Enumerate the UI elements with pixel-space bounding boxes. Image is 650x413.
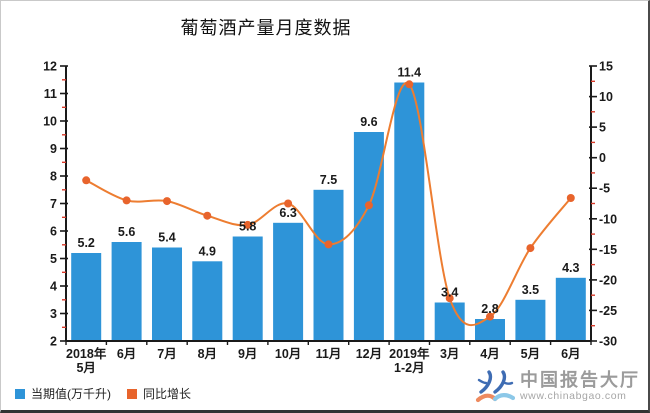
bar: [111, 242, 142, 341]
line-marker: [566, 194, 575, 202]
line-marker: [203, 211, 212, 220]
left-tick-label: 8: [50, 170, 57, 184]
line-marker: [82, 176, 91, 185]
bars-group: [71, 82, 586, 342]
bar-value-label: 11.4: [397, 66, 421, 80]
line-marker: [243, 220, 252, 229]
right-tick-label: -5: [599, 182, 610, 196]
bar: [71, 253, 102, 341]
bar-value-label: 4.3: [562, 261, 579, 275]
x-category-label: 9月: [238, 347, 257, 361]
right-tick-label: 5: [599, 121, 606, 135]
x-category-label: 1-2月: [394, 361, 425, 375]
chart-title: 葡萄酒产量月度数据: [180, 18, 352, 38]
x-category-label: 2018年: [66, 346, 107, 361]
x-category-label: 8月: [198, 347, 217, 361]
right-tick-label: 0: [599, 151, 606, 165]
line-marker: [324, 240, 333, 249]
bar-value-label: 4.9: [199, 244, 216, 258]
x-category-label: 12月: [356, 347, 382, 361]
watermark-text: 中国报告大厅 www.chinabgao.com: [520, 370, 640, 402]
line-marker: [122, 196, 131, 205]
bar-value-label: 6.3: [279, 206, 296, 220]
x-category-label: 5月: [521, 347, 540, 361]
right-tick-label: 10: [599, 90, 613, 104]
chart-legend: 当期值(万千升) 同比增长: [15, 385, 191, 402]
right-tick-label: -20: [599, 273, 617, 287]
bar: [313, 189, 344, 342]
legend-swatch-line-icon: [127, 388, 137, 399]
x-category-label: 3月: [440, 347, 459, 361]
left-tick-label: 6: [50, 225, 57, 239]
left-tick-label: 3: [50, 307, 57, 321]
x-category-label: 6月: [117, 347, 136, 361]
bar: [555, 277, 586, 342]
line-marker: [486, 312, 494, 321]
right-tick-label: -30: [599, 335, 617, 349]
bar: [515, 299, 546, 342]
bar-value-label: 5.6: [118, 225, 135, 239]
right-tick-label: -15: [599, 243, 617, 257]
labels-group: 5.2 5.6 5.4 4.9 5.8 6.3 7.5 9.6 11.4 3.4 2.8 3.5 4.3…: [43, 60, 617, 376]
line-marker: [405, 80, 414, 89]
bar: [232, 236, 263, 341]
left-tick-label: 10: [43, 115, 57, 129]
right-tick-label: -10: [599, 212, 617, 226]
line-marker: [163, 197, 171, 206]
left-tick-label: 4: [50, 280, 57, 294]
bar: [394, 82, 425, 341]
legend-label-current-value: 当期值(万千升): [31, 387, 111, 401]
line-marker: [284, 199, 293, 208]
bar-value-label: 9.6: [360, 115, 377, 129]
bar-value-label: 3.4: [441, 286, 458, 300]
bar-value-label: 5.8: [239, 220, 256, 234]
bar: [475, 319, 505, 341]
line-marker: [364, 201, 373, 210]
left-tick-label: 7: [50, 197, 57, 211]
bar-value-label: 2.8: [481, 302, 498, 316]
left-tick-label: 12: [43, 60, 57, 74]
x-category-label: 10月: [275, 347, 301, 361]
line-marker: [445, 294, 454, 303]
bar: [273, 222, 304, 342]
legend-item-current-value: 当期值(万千升): [15, 385, 111, 402]
x-category-label: 6月: [561, 347, 580, 361]
legend-label-yoy-growth: 同比增长: [143, 387, 192, 401]
line-series-group: [82, 80, 575, 327]
left-tick-label: 2: [50, 335, 57, 349]
bar: [434, 302, 465, 341]
x-category-label: 4月: [480, 347, 499, 361]
watermark-brand: 中国报告大厅: [520, 370, 640, 390]
x-category-label: 2019年: [389, 346, 430, 361]
legend-item-yoy-growth: 同比增长: [127, 385, 191, 402]
left-tick-label: 11: [44, 87, 57, 101]
watermark-url: www.chinabgao.com: [520, 389, 627, 402]
right-tick-label: -25: [599, 304, 617, 318]
axes-group: [60, 65, 597, 345]
line-marker: [526, 244, 535, 253]
left-tick-label: 9: [50, 142, 57, 156]
bar-value-label: 3.5: [522, 283, 539, 297]
x-category-label: 7月: [157, 347, 176, 361]
brand-logo-icon: [475, 370, 515, 403]
x-category-label: 5月: [76, 361, 95, 375]
bar: [192, 261, 223, 342]
bar-value-label: 5.2: [78, 236, 95, 250]
right-tick-label: 15: [599, 60, 613, 74]
bar: [353, 132, 384, 341]
left-tick-label: 5: [50, 252, 57, 266]
bar: [152, 247, 182, 341]
bar-value-label: 7.5: [320, 173, 337, 187]
legend-swatch-bar-icon: [15, 388, 25, 399]
watermark: 中国报告大厅 www.chinabgao.com: [475, 370, 640, 408]
bar-value-label: 5.4: [158, 231, 175, 245]
x-category-label: 11月: [316, 347, 342, 361]
